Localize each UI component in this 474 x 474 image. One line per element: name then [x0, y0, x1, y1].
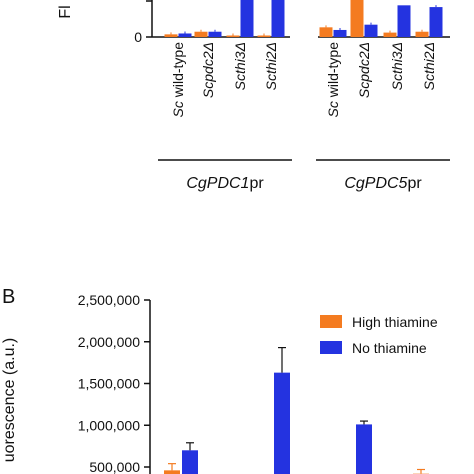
- panel-b-legend-label: High thiamine: [352, 314, 438, 330]
- panel-a-bar-high-thiamine: [226, 35, 240, 37]
- panel-a-bar-high-thiamine: [383, 32, 397, 37]
- panel-b-bar-no-thiamine: [274, 372, 290, 474]
- panel-a-bar-no-thiamine: [178, 33, 192, 37]
- panel-a-category-label: Scthi2Δ: [263, 42, 279, 90]
- panel-a-bars: [164, 0, 443, 38]
- panel-a-category-labels: Sc wild-type Scpdc2Δ Scthi3Δ Scthi2Δ Sc wild…: [170, 42, 437, 118]
- panel-b-legend: High thiamine No thiamine: [320, 314, 438, 356]
- panel-a-category-label: Sc wild-type: [325, 42, 341, 118]
- panel-a-group-label: CgPDC5pr: [344, 175, 422, 192]
- panel-a-group-label: CgPDC1pr: [186, 175, 264, 192]
- panel-a-group-labels: CgPDC1pr CgPDC5pr: [158, 159, 450, 192]
- panel-a-bar-no-thiamine: [429, 7, 443, 37]
- panel-a-bar-no-thiamine: [208, 31, 222, 37]
- panel-a-category-label: Scpdc2Δ: [356, 42, 372, 98]
- panel-b-bar-no-thiamine: [356, 424, 372, 474]
- panel-b-letter: B: [2, 286, 15, 308]
- panel-a-category-label: Sc wild-type: [170, 42, 186, 118]
- panel-b-y-tick-label: 500,000: [89, 459, 140, 474]
- panel-a-bar-high-thiamine: [257, 35, 271, 37]
- panel-b-axes: 500,000 1,000,000 1,500,000 2,000,000 2,500,…: [78, 292, 151, 474]
- panel-a-bar-high-thiamine: [350, 0, 364, 37]
- panel-b-legend-swatch: [320, 315, 342, 328]
- panel-b-y-axis-title: uorescence (a.u.): [1, 338, 18, 463]
- panel-b-legend-swatch: [320, 341, 342, 354]
- panel-b-y-tick-label: 1,000,000: [78, 417, 140, 433]
- panel-a-category-label: Scthi2Δ: [421, 42, 437, 90]
- panel-a-bar-no-thiamine: [333, 29, 347, 37]
- panel-a-y-axis-title: Fl: [57, 5, 74, 18]
- panel-b-bar-no-thiamine: [182, 450, 198, 474]
- panel-a-bar-no-thiamine: [240, 0, 254, 37]
- panel-b-y-tick-label: 2,500,000: [78, 292, 140, 308]
- panel-a-bar-high-thiamine: [194, 31, 208, 37]
- panel-a-bar-high-thiamine: [319, 27, 333, 37]
- panel-a-category-label: Scthi3Δ: [232, 42, 248, 90]
- panel-a-category-label: Scthi3Δ: [389, 42, 405, 90]
- panel-a-bar-no-thiamine: [271, 0, 285, 37]
- panel-a-bar-high-thiamine: [164, 34, 178, 37]
- panel-b-bars: [164, 346, 429, 474]
- panel-b: B uorescence (a.u.) 500,000 1,000,000 1,50…: [1, 286, 438, 474]
- panel-a-category-label: Scpdc2Δ: [200, 42, 216, 98]
- panel-a-bar-high-thiamine: [415, 31, 429, 37]
- panel-a-bar-no-thiamine: [364, 24, 378, 37]
- panel-a-y-tick-label: 0: [134, 29, 142, 45]
- panel-a: Fl 0 Sc wild-type Scpdc2Δ Scthi3Δ Scthi2ΔSc…: [57, 0, 450, 192]
- panel-b-legend-label: No thiamine: [352, 340, 427, 356]
- panel-b-y-tick-label: 2,000,000: [78, 334, 140, 350]
- panel-b-y-tick-label: 1,500,000: [78, 376, 140, 392]
- panel-a-bar-no-thiamine: [397, 5, 411, 38]
- panel-b-bar-high-thiamine: [164, 470, 180, 474]
